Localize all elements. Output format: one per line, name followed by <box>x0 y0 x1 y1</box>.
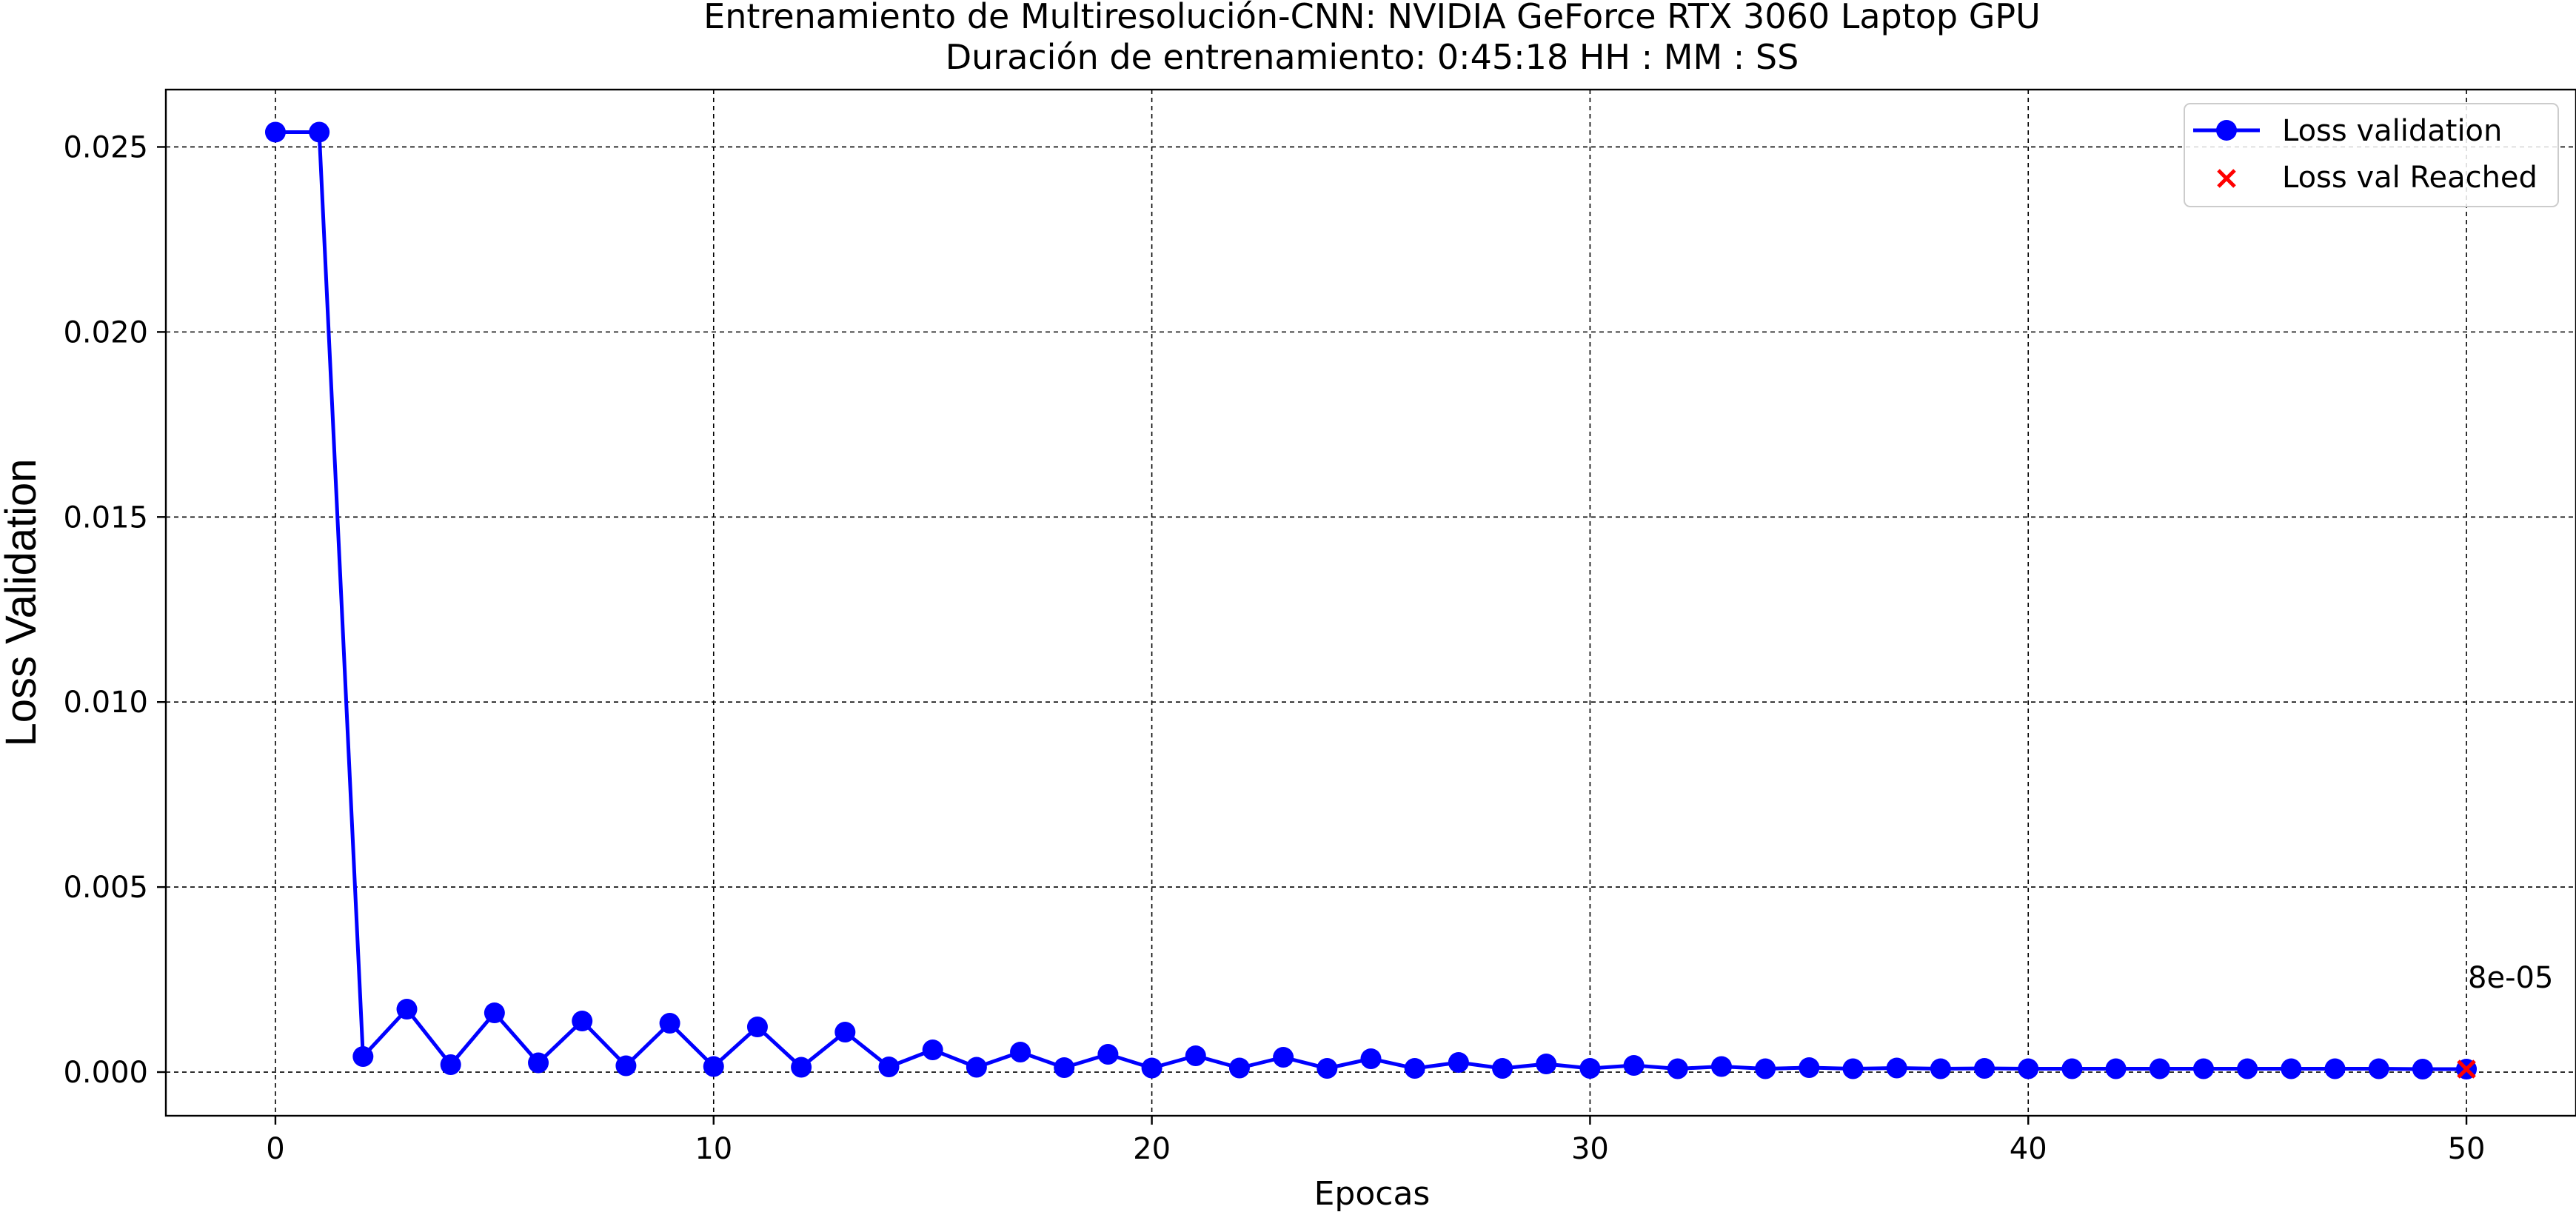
loss-validation-point <box>1054 1057 1075 1079</box>
plot-frame <box>164 88 2576 1117</box>
x-tick-label: 0 <box>266 1132 284 1166</box>
y-tick-label: 0.010 <box>63 686 148 720</box>
loss-validation-point <box>572 1011 593 1032</box>
loss-validation-point <box>659 1013 680 1034</box>
loss-validation-point <box>1710 1056 1732 1077</box>
loss-validation-point <box>2324 1058 2346 1079</box>
loss-validation-point <box>2192 1058 2214 1079</box>
loss-validation-point <box>2018 1058 2039 1079</box>
final-loss-annotation: 8e-05 <box>2468 961 2553 995</box>
loss-validation-point <box>922 1039 943 1061</box>
y-axis-ticks: 0.000 0.005 0.010 0.015 0.020 0.025 <box>63 130 166 1090</box>
loss-validation-point <box>2149 1058 2170 1079</box>
loss-validation-point <box>309 121 330 143</box>
loss-validation-point <box>1273 1047 1294 1068</box>
legend: Loss validation Loss val Reached <box>2184 103 2559 207</box>
loss-validation-point <box>1492 1058 1513 1079</box>
loss-validation-point <box>746 1017 768 1038</box>
loss-validation-point <box>2281 1058 2302 1079</box>
loss-validation-point <box>1228 1057 1250 1079</box>
loss-validation-point <box>528 1052 549 1074</box>
loss-validation-point <box>440 1054 461 1076</box>
loss-validation-point <box>1185 1045 1206 1067</box>
loss-validation-point <box>834 1022 856 1043</box>
y-tick-label: 0.000 <box>63 1056 148 1090</box>
y-tick-label: 0.020 <box>63 315 148 349</box>
loss-validation-point <box>1536 1054 1557 1075</box>
loss-val-reached-marker <box>2457 1059 2476 1079</box>
loss-validation-point <box>1097 1044 1119 1065</box>
loss-validation-point <box>1755 1058 1776 1079</box>
chart-title: Entrenamiento de Multiresolución-CNN: NV… <box>703 0 2041 36</box>
x-tick-label: 10 <box>695 1132 732 1166</box>
loss-validation-point <box>1842 1058 1864 1079</box>
loss-validation-point <box>615 1055 637 1077</box>
series-layer <box>264 121 2478 1080</box>
grid <box>166 90 2576 1116</box>
loss-validation-point <box>1667 1058 1688 1079</box>
loss-validation-point <box>791 1057 812 1078</box>
legend-label-loss-val-reached: Loss val Reached <box>2282 161 2537 195</box>
legend-label-loss-validation: Loss validation <box>2282 114 2502 148</box>
reached-marker-stroke <box>2457 1059 2476 1079</box>
loss-validation-point <box>1799 1057 1820 1079</box>
loss-validation-point <box>1974 1058 1995 1079</box>
loss-validation-point <box>2412 1059 2433 1080</box>
x-axis-ticks: 0 10 20 30 40 50 <box>266 1116 2485 1166</box>
chart-subtitle: Duración de entrenamiento: 0:45:18 HH : … <box>946 37 1799 77</box>
annotations: 8e-05 <box>2468 961 2553 995</box>
loss-validation-point <box>2105 1058 2127 1079</box>
loss-validation-point <box>703 1056 724 1077</box>
y-tick-label: 0.025 <box>63 130 148 164</box>
loss-validation-point <box>264 121 286 143</box>
loss-validation-point <box>2061 1058 2083 1079</box>
loss-validation-point <box>1317 1058 1338 1079</box>
legend-x-marker <box>2217 169 2236 188</box>
loss-validation-point <box>1579 1058 1601 1079</box>
loss-validation-point <box>352 1046 374 1068</box>
loss-validation-point <box>2237 1058 2258 1079</box>
loss-validation-point <box>2368 1058 2389 1079</box>
loss-validation-point <box>878 1057 900 1078</box>
y-tick-label: 0.015 <box>63 500 148 535</box>
y-tick-label: 0.005 <box>63 871 148 905</box>
x-tick-label: 30 <box>1571 1132 1609 1166</box>
loss-validation-point <box>484 1002 505 1024</box>
loss-validation-point <box>1930 1058 1951 1079</box>
y-axis-label: Loss Validation <box>0 458 45 746</box>
loss-validation-point <box>1141 1057 1162 1079</box>
loss-validation-point <box>1010 1042 1031 1063</box>
loss-validation-point <box>1404 1058 1425 1079</box>
loss-validation-point <box>1886 1057 1907 1079</box>
x-tick-label: 20 <box>1133 1132 1171 1166</box>
loss-validation-point <box>1623 1055 1645 1077</box>
x-axis-label: Epocas <box>1314 1175 1431 1212</box>
loss-validation-point <box>1360 1048 1382 1070</box>
loss-validation-point <box>1448 1052 1469 1074</box>
loss-validation-point <box>396 999 418 1020</box>
x-tick-label: 40 <box>2010 1132 2047 1166</box>
legend-circle-marker <box>2216 120 2237 141</box>
legend-box <box>2184 103 2559 207</box>
loss-validation-point <box>966 1057 987 1078</box>
x-tick-label: 50 <box>2448 1132 2486 1166</box>
